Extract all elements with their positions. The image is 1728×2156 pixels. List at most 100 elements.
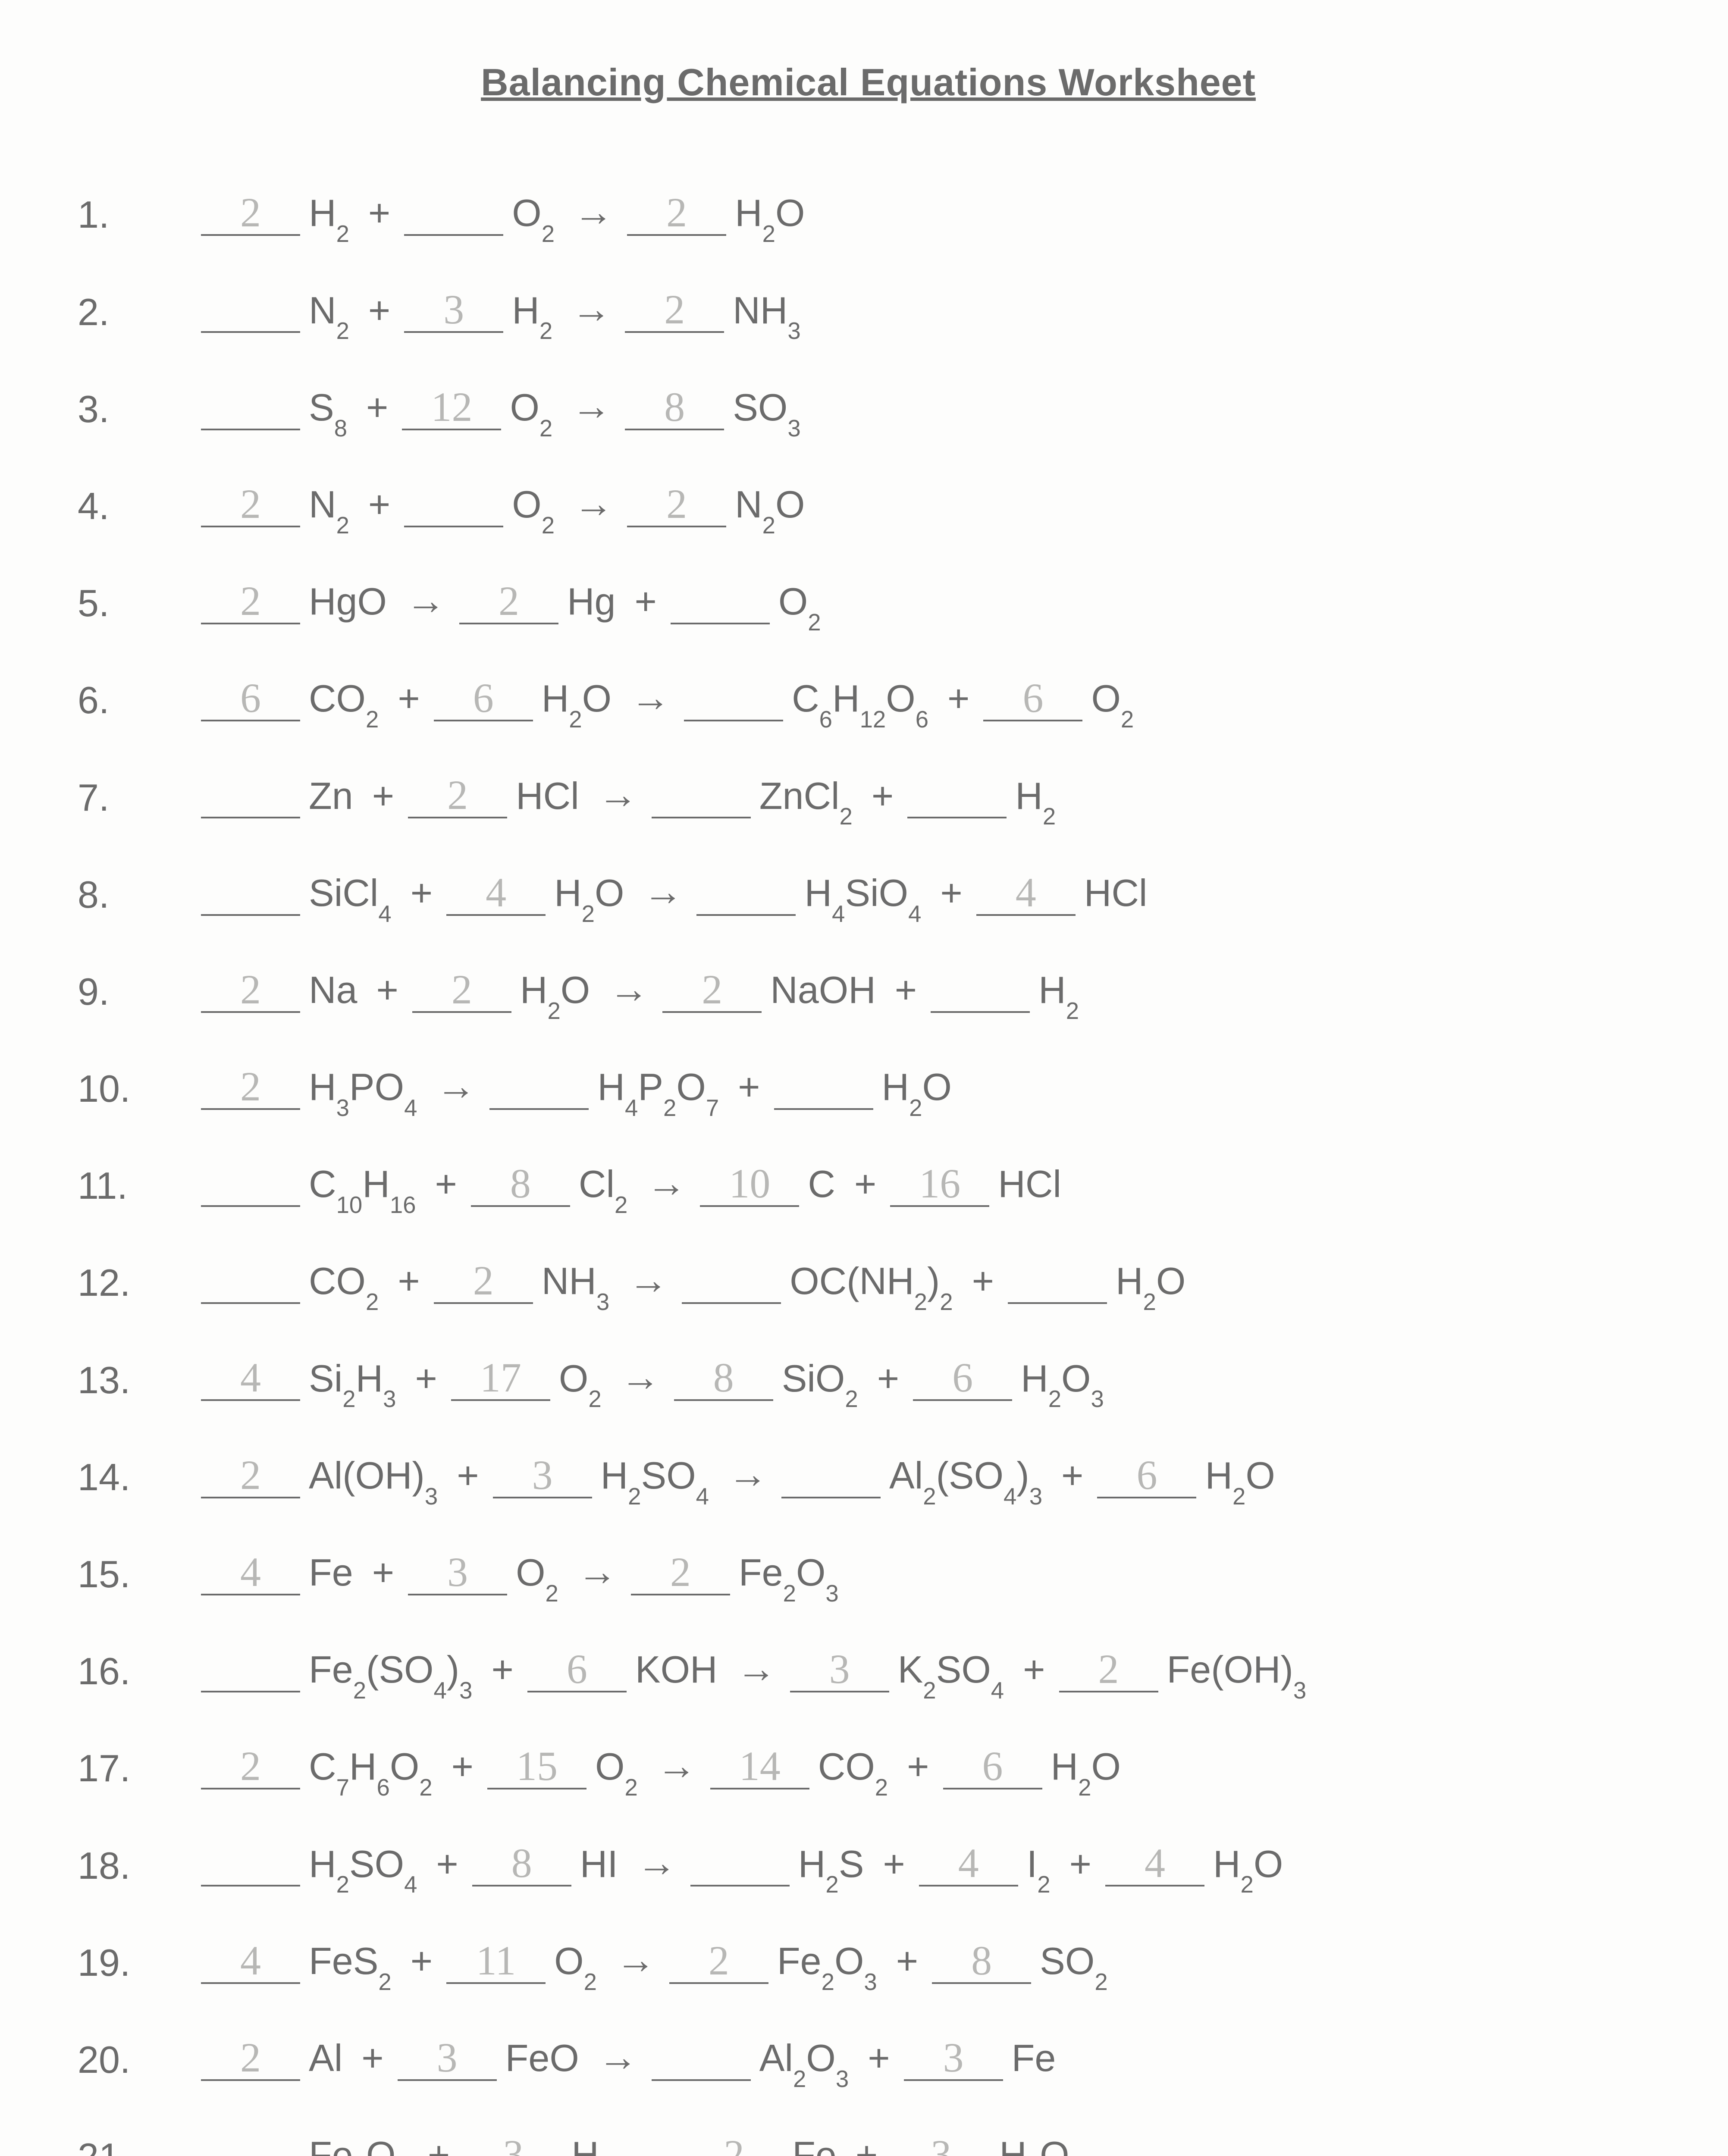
coefficient-blank[interactable]: 4: [919, 1843, 1018, 1887]
coefficient-blank[interactable]: [404, 484, 503, 527]
coefficient-blank[interactable]: 2: [201, 970, 300, 1013]
coefficient-blank[interactable]: 6: [201, 678, 300, 721]
coefficient-blank[interactable]: 8: [674, 1358, 773, 1401]
coefficient-blank[interactable]: [781, 1455, 881, 1498]
coefficient-blank[interactable]: 4: [1105, 1843, 1204, 1887]
coefficient-blank[interactable]: 8: [625, 387, 724, 430]
coefficient-blank[interactable]: 17: [451, 1358, 550, 1401]
coefficient-blank[interactable]: 8: [471, 1164, 570, 1207]
coefficient-blank[interactable]: 16: [890, 1164, 989, 1207]
coefficient-blank[interactable]: 2: [201, 1455, 300, 1498]
equation: 4Si2H3+17O2→8SiO2+6H2O3: [198, 1356, 1112, 1401]
chemical-formula: HgO: [303, 581, 395, 624]
coefficient-blank[interactable]: 6: [434, 678, 533, 721]
coefficient-blank[interactable]: [682, 1261, 781, 1304]
coefficient-blank[interactable]: [690, 1843, 790, 1887]
coefficient-blank[interactable]: 4: [201, 1358, 300, 1401]
coefficient-blank[interactable]: [907, 775, 1007, 818]
coefficient-blank[interactable]: [931, 970, 1030, 1013]
chemical-formula: Si2H3: [303, 1358, 404, 1401]
chemical-formula: SO3: [727, 387, 809, 430]
coefficient-blank[interactable]: 2: [201, 1067, 300, 1110]
coefficient-blank[interactable]: [201, 873, 300, 916]
coefficient-blank[interactable]: 2: [627, 484, 726, 527]
yields-arrow-icon: →: [560, 288, 622, 333]
coefficient-blank[interactable]: 12: [402, 387, 501, 430]
plus-operator: +: [844, 2134, 889, 2156]
coefficient-blank[interactable]: 4: [201, 1941, 300, 1984]
coefficient-blank[interactable]: 6: [913, 1358, 1012, 1401]
coefficient-blank[interactable]: [671, 581, 770, 624]
coefficient-blank[interactable]: 3: [464, 2135, 563, 2156]
coefficient-blank[interactable]: 2: [459, 581, 558, 624]
coefficient-blank[interactable]: [1008, 1261, 1107, 1304]
coefficient-blank[interactable]: 3: [493, 1455, 592, 1498]
plus-operator: +: [860, 775, 905, 819]
chemical-formula: Fe2(SO4)3: [303, 1649, 480, 1692]
coefficient-blank[interactable]: [201, 290, 300, 333]
coefficient-blank[interactable]: 3: [904, 2038, 1003, 2081]
coefficient-blank[interactable]: [404, 193, 503, 236]
yields-arrow-icon: →: [395, 579, 457, 624]
coefficient-blank[interactable]: 2: [625, 290, 724, 333]
chemical-formula: Fe2O3: [733, 1552, 847, 1595]
chemical-formula: O2: [510, 1552, 566, 1595]
coefficient-blank[interactable]: [696, 873, 796, 916]
coefficient-blank[interactable]: 8: [472, 1843, 571, 1887]
coefficient-blank[interactable]: 2: [201, 581, 300, 624]
coefficient-blank[interactable]: 8: [932, 1941, 1031, 1984]
coefficient-blank[interactable]: [201, 1261, 300, 1304]
plus-operator: +: [856, 2037, 901, 2081]
coefficient-blank[interactable]: 3: [398, 2038, 497, 2081]
coefficient-blank[interactable]: 2: [201, 193, 300, 236]
coefficient-blank[interactable]: 6: [527, 1649, 627, 1692]
coefficient-blank[interactable]: [489, 1067, 589, 1110]
problem-row: 2HgO→2Hg+ O2: [78, 579, 1659, 624]
coefficient-blank[interactable]: 2: [669, 1941, 768, 1984]
coefficient-blank[interactable]: 2: [627, 193, 726, 236]
coefficient-blank[interactable]: 11: [446, 1941, 546, 1984]
coefficient-blank[interactable]: [201, 1164, 300, 1207]
coefficient-blank[interactable]: 2: [201, 484, 300, 527]
coefficient-blank[interactable]: 2: [201, 1746, 300, 1789]
coefficient-blank[interactable]: [652, 775, 751, 818]
coefficient-blank[interactable]: [201, 1843, 300, 1887]
coefficient-blank[interactable]: 3: [404, 290, 503, 333]
coefficient-blank[interactable]: 2: [412, 970, 511, 1013]
chemical-formula: H2O: [1199, 1455, 1283, 1498]
coefficient-blank[interactable]: 10: [700, 1164, 799, 1207]
coefficient-blank[interactable]: 2: [408, 775, 507, 818]
coefficient-blank[interactable]: 6: [1097, 1455, 1196, 1498]
coefficient-blank[interactable]: 2: [684, 2135, 784, 2156]
coefficient-blank[interactable]: 2: [201, 2038, 300, 2081]
coefficient-blank[interactable]: 2: [631, 1552, 730, 1595]
coefficient-blank[interactable]: [201, 775, 300, 818]
coefficient-blank[interactable]: [774, 1067, 873, 1110]
coefficient-blank[interactable]: 4: [446, 873, 546, 916]
plus-operator: +: [480, 1649, 525, 1692]
plus-operator: +: [399, 1940, 444, 1984]
coefficient-blank[interactable]: [201, 2135, 300, 2156]
coefficient-blank[interactable]: 3: [891, 2135, 991, 2156]
coefficient-blank[interactable]: 3: [790, 1649, 889, 1692]
coefficient-blank[interactable]: [201, 387, 300, 430]
coefficient-blank[interactable]: [652, 2038, 751, 2081]
coefficient-blank[interactable]: 2: [434, 1261, 533, 1304]
coefficient-blank[interactable]: 15: [487, 1746, 586, 1789]
plus-operator: +: [936, 678, 981, 721]
coefficient-blank[interactable]: 3: [408, 1552, 507, 1595]
plus-operator: +: [727, 1066, 771, 1110]
coefficient-blank[interactable]: 2: [1059, 1649, 1158, 1692]
yields-arrow-icon: →: [617, 1259, 679, 1304]
coefficient-blank[interactable]: 6: [983, 678, 1082, 721]
chemical-formula: SiO2: [776, 1358, 866, 1401]
chemical-formula: HI: [574, 1843, 626, 1887]
coefficient-blank[interactable]: 14: [710, 1746, 809, 1789]
coefficient-blank[interactable]: 6: [943, 1746, 1042, 1789]
coefficient-blank[interactable]: 4: [201, 1552, 300, 1595]
coefficient-blank[interactable]: 2: [662, 970, 762, 1013]
coefficient-blank[interactable]: [684, 678, 783, 721]
chemical-formula: Fe: [1006, 2037, 1064, 2081]
coefficient-blank[interactable]: 4: [976, 873, 1076, 916]
coefficient-blank[interactable]: [201, 1649, 300, 1692]
